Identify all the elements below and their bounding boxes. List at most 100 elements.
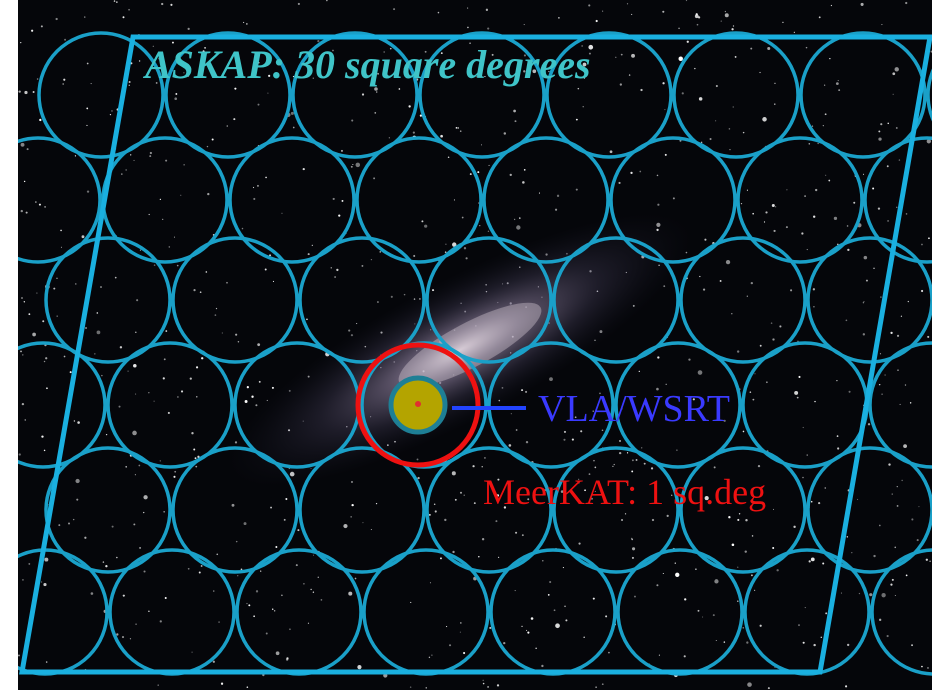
star: [149, 214, 150, 215]
star: [847, 644, 849, 646]
star: [139, 60, 140, 61]
star: [321, 599, 323, 601]
star: [903, 444, 907, 448]
star: [929, 560, 931, 562]
star: [455, 499, 457, 501]
star: [130, 638, 131, 639]
star: [514, 219, 515, 220]
star: [128, 9, 130, 11]
star: [694, 68, 695, 69]
star: [191, 432, 193, 434]
star: [232, 504, 235, 507]
star: [313, 592, 314, 593]
star: [663, 573, 664, 574]
star: [356, 323, 357, 324]
star: [183, 164, 184, 165]
star: [213, 590, 215, 592]
star: [482, 538, 484, 540]
star: [751, 282, 753, 284]
star: [813, 288, 815, 290]
star: [281, 595, 283, 597]
star: [133, 160, 134, 161]
star: [477, 171, 479, 173]
star: [703, 288, 705, 290]
star: [227, 125, 229, 127]
star: [486, 9, 488, 11]
star: [61, 247, 62, 248]
star: [572, 439, 574, 441]
star: [619, 452, 621, 454]
star: [245, 400, 248, 403]
star: [133, 523, 135, 525]
star: [488, 231, 489, 232]
star: [522, 181, 525, 184]
star: [901, 480, 902, 481]
star: [467, 8, 468, 9]
star: [801, 232, 803, 234]
star: [513, 110, 516, 113]
star: [474, 502, 476, 504]
star: [371, 529, 372, 530]
star: [794, 32, 795, 33]
star: [97, 312, 99, 314]
star: [675, 562, 676, 563]
star: [774, 83, 775, 84]
star: [728, 516, 730, 518]
star: [542, 560, 543, 561]
star: [267, 93, 268, 94]
star: [847, 225, 849, 227]
star: [331, 267, 332, 268]
star: [84, 537, 86, 539]
star: [195, 466, 197, 468]
star: [702, 617, 703, 618]
star: [168, 412, 170, 414]
star: [123, 16, 125, 18]
star: [56, 278, 57, 279]
star: [632, 547, 635, 550]
star: [879, 619, 881, 621]
star: [896, 127, 898, 129]
star: [863, 301, 864, 302]
star: [563, 439, 565, 441]
star: [917, 539, 919, 541]
star: [804, 195, 805, 196]
star: [94, 353, 95, 354]
star: [698, 610, 700, 612]
star: [408, 105, 410, 107]
star: [825, 175, 826, 176]
star: [44, 558, 48, 562]
star: [588, 4, 590, 6]
star: [564, 431, 566, 433]
star: [106, 434, 107, 435]
star: [417, 458, 419, 460]
star: [767, 47, 770, 50]
star: [629, 74, 630, 75]
star: [809, 143, 811, 145]
star: [807, 249, 808, 250]
star: [695, 569, 696, 570]
star: [673, 197, 675, 199]
star: [675, 573, 679, 577]
star: [745, 519, 747, 521]
star: [596, 20, 598, 22]
star: [563, 567, 564, 568]
star: [632, 557, 634, 559]
star: [928, 237, 930, 239]
center-dot: [415, 401, 421, 407]
star: [165, 160, 167, 162]
star: [880, 296, 882, 298]
star: [699, 276, 700, 277]
star: [809, 560, 811, 562]
star: [731, 313, 732, 314]
star: [464, 247, 466, 249]
star: [460, 492, 462, 494]
star: [116, 633, 118, 635]
star: [497, 684, 499, 686]
star: [128, 371, 129, 372]
star: [861, 3, 864, 6]
star: [864, 256, 868, 260]
star: [196, 396, 197, 397]
star: [341, 150, 343, 152]
star: [735, 56, 737, 58]
star: [627, 3, 628, 4]
